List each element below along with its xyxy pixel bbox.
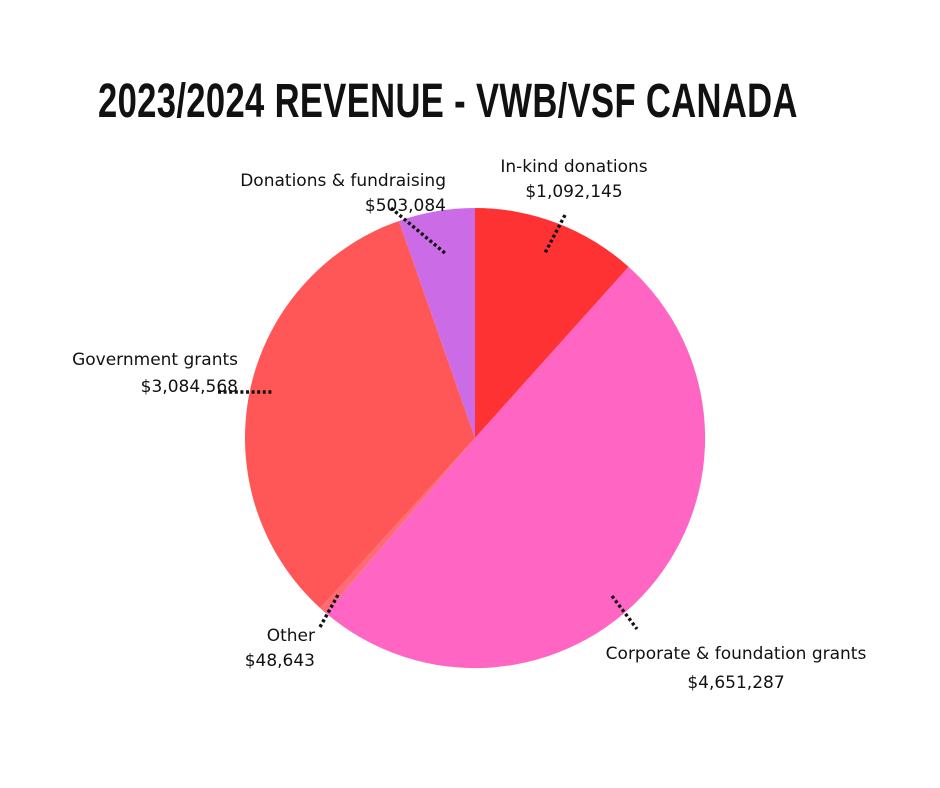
pie-slice-in-kind-donations <box>475 208 629 438</box>
leader-line-donations-fundraising <box>389 206 448 256</box>
slice-value-other: $48,643 <box>245 651 315 671</box>
slice-value-government-grants: $3,084,568 <box>141 377 238 397</box>
slice-value-donations-fundraising: $503,084 <box>365 196 446 216</box>
slice-label-in-kind-donations: In-kind donations <box>500 157 647 177</box>
slice-label-other: Other <box>267 626 315 646</box>
leader-line-corporate-foundation-grants <box>610 594 639 631</box>
pie-slice-government-grants <box>245 220 475 609</box>
slice-value-in-kind-donations: $1,092,145 <box>525 182 622 202</box>
slice-label-government-grants: Government grants <box>72 350 238 370</box>
leader-line-in-kind-donations <box>543 214 567 254</box>
pie-slice-corporate-foundation-grants <box>325 266 706 669</box>
pie-slice-other <box>320 438 475 614</box>
slice-label-corporate-foundation-grants: Corporate & foundation grants <box>606 644 867 664</box>
slice-label-donations-fundraising: Donations & fundraising <box>240 171 446 191</box>
slice-value-corporate-foundation-grants: $4,651,287 <box>687 673 784 693</box>
leader-line-other <box>318 594 340 628</box>
pie-slice-donations-fundraising <box>398 208 475 438</box>
chart-title: 2023/2024 REVENUE - VWB/VSF CANADA <box>98 75 798 128</box>
